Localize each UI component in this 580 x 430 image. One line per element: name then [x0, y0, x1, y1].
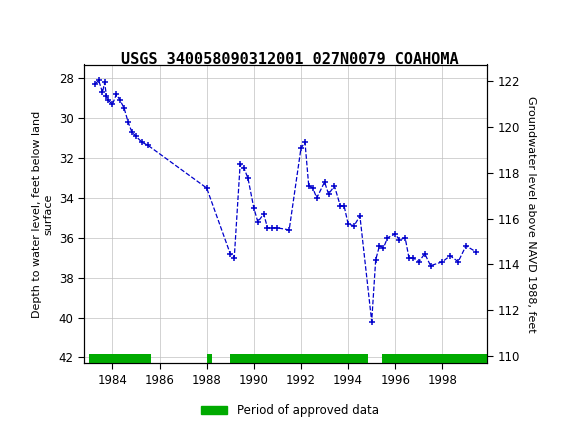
Text: USGS: USGS	[52, 13, 125, 37]
Y-axis label: Groundwater level above NAVD 1988, feet: Groundwater level above NAVD 1988, feet	[525, 95, 536, 332]
Legend: Period of approved data: Period of approved data	[197, 399, 383, 422]
Text: ≡: ≡	[9, 11, 34, 40]
Text: USGS 340058090312001 027N0079 COAHOMA: USGS 340058090312001 027N0079 COAHOMA	[121, 52, 459, 67]
Y-axis label: Depth to water level, feet below land
surface: Depth to water level, feet below land su…	[31, 111, 53, 317]
